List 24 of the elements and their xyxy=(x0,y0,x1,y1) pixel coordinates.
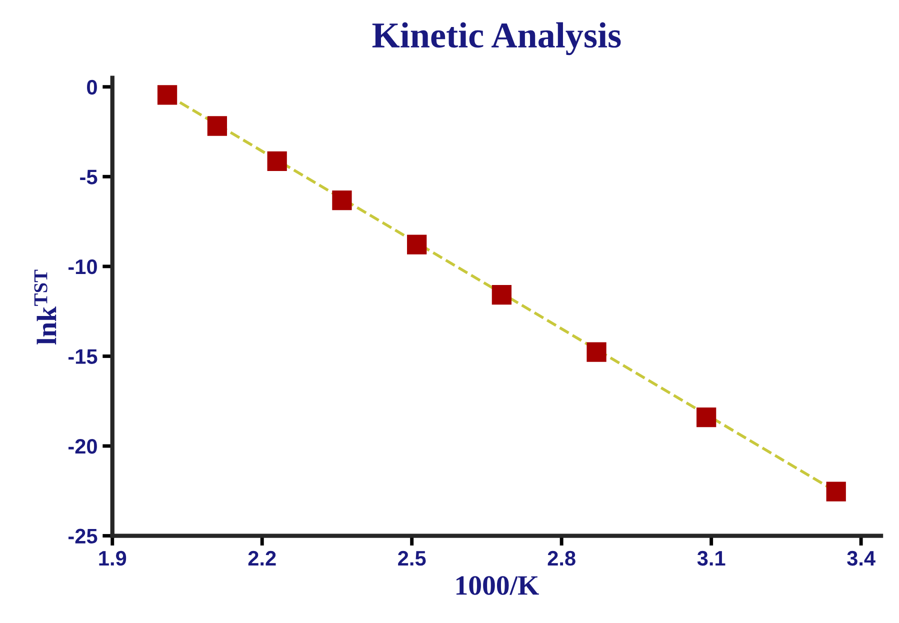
y-tick-label: -25 xyxy=(68,528,98,544)
x-tick-label: 2.8 xyxy=(548,550,576,566)
y-tick-label: -20 xyxy=(68,438,97,454)
y-tick-label: -15 xyxy=(68,349,98,364)
y-axis-title: lnk$^{TST}$ xyxy=(34,270,56,344)
y-tick-label: -10 xyxy=(68,259,97,274)
point xyxy=(586,342,606,362)
chart-title: Kinetic Analysis xyxy=(372,22,621,56)
y-tick-label: 0 xyxy=(87,80,97,95)
x-tick-label: 1.9 xyxy=(99,550,126,566)
point xyxy=(157,85,178,105)
y-tick-label: -5 xyxy=(80,170,98,184)
point xyxy=(407,234,427,254)
x-axis-title: 1000/K xyxy=(456,576,539,595)
x-tick-label: 2.2 xyxy=(248,550,276,566)
point xyxy=(696,407,716,428)
x-tick-label: 3.4 xyxy=(847,550,876,566)
point xyxy=(267,151,287,172)
point xyxy=(826,482,846,502)
point xyxy=(492,284,512,305)
point xyxy=(332,190,352,210)
x-tick-label: 2.5 xyxy=(398,550,426,566)
point xyxy=(207,116,228,136)
x-tick-label: 3.1 xyxy=(697,550,726,566)
